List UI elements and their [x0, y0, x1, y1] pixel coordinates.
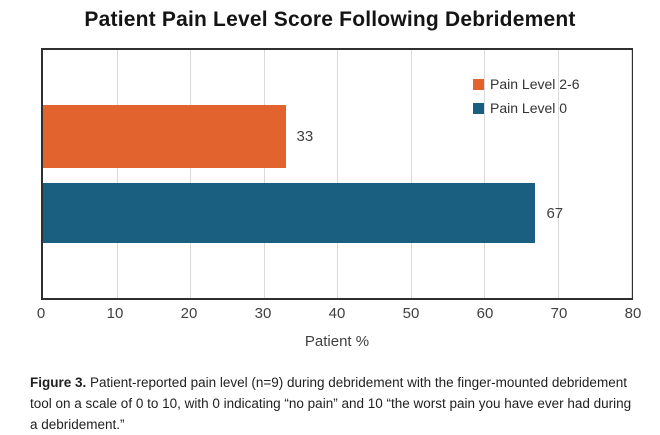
plot-area: 33 67 Pain Level 2-6 Pain Level 0	[41, 48, 633, 300]
gridline	[631, 50, 632, 298]
gridline	[410, 50, 412, 298]
gridline	[484, 50, 485, 298]
x-tick-label: 30	[254, 305, 272, 322]
x-axis-ticks: 0 10 20 30 40 50 60 70 80	[37, 305, 642, 323]
gridline	[557, 50, 559, 298]
bar-value-label: 33	[296, 128, 314, 145]
x-tick-label: 0	[36, 305, 46, 322]
legend-swatch	[473, 78, 484, 90]
x-tick-label: 20	[180, 305, 198, 322]
x-tick-label: 40	[328, 305, 346, 322]
x-tick-label: 60	[476, 305, 494, 322]
gridline	[190, 50, 191, 298]
legend-label: Pain Level 2-6	[490, 76, 580, 92]
legend: Pain Level 2-6 Pain Level 0	[473, 76, 580, 116]
x-axis-label: Patient %	[304, 333, 370, 350]
x-tick-label: 10	[106, 305, 124, 322]
figure-caption: Figure 3. Patient-reported pain level (n…	[30, 372, 638, 435]
bar-pain-level-0	[43, 183, 536, 243]
bar-value-label: 67	[546, 204, 564, 222]
bar-row-pain-level-0: 67	[43, 183, 631, 243]
figure-caption-label: Figure 3.	[30, 375, 87, 390]
x-tick-label: 70	[550, 305, 568, 322]
chart-title: Patient Pain Level Score Following Debri…	[84, 8, 576, 31]
legend-item: Pain Level 0	[473, 100, 580, 116]
figure-caption-text: Patient-reported pain level (n=9) during…	[30, 375, 632, 432]
gridline	[337, 50, 338, 298]
x-tick-label: 80	[624, 305, 642, 322]
gridline	[116, 50, 118, 298]
x-tick-label: 50	[402, 305, 420, 322]
gridline	[263, 50, 265, 298]
legend-item: Pain Level 2-6	[473, 76, 580, 92]
legend-label: Pain Level 0	[490, 100, 568, 116]
legend-swatch	[473, 102, 484, 114]
bar-pain-level-2-6	[43, 105, 286, 168]
bar-row-pain-level-2-6: 33	[43, 105, 631, 168]
